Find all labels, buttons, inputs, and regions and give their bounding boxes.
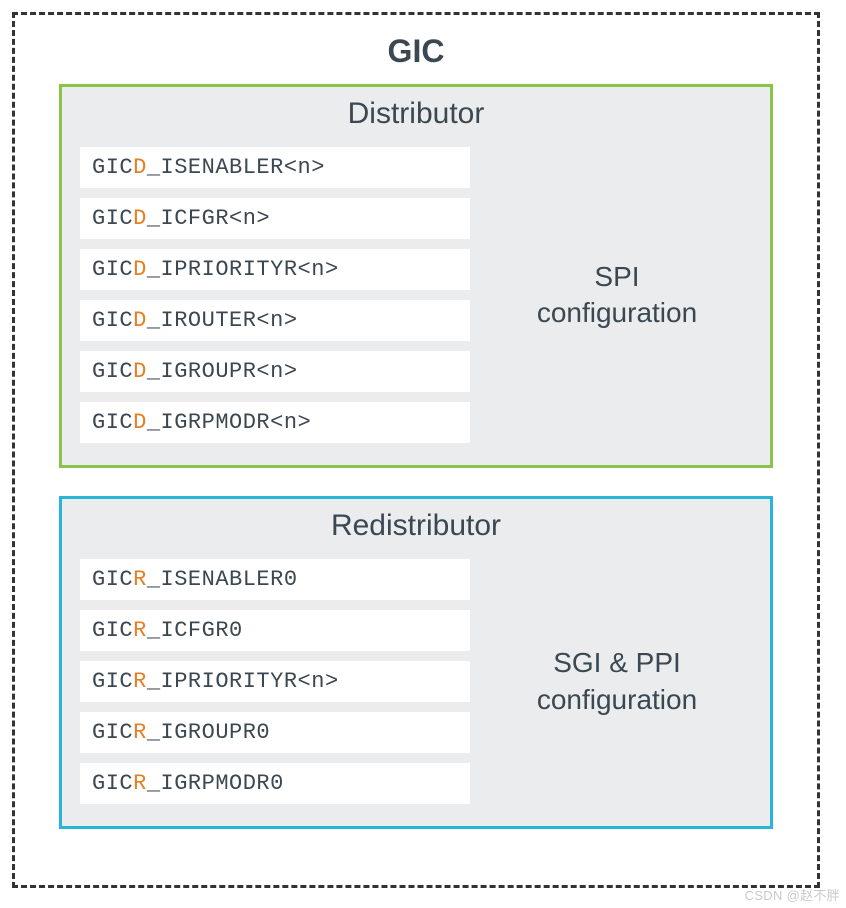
register-prefix: GIC: [92, 410, 133, 435]
register-suffix: _ISENABLER<n>: [147, 155, 325, 180]
register-prefix: GIC: [92, 669, 133, 694]
config-label: SPIconfiguration: [537, 259, 697, 332]
register-prefix: GIC: [92, 155, 133, 180]
config-label: SGI & PPIconfiguration: [537, 645, 697, 718]
register-accent: D: [133, 308, 147, 333]
register-accent: R: [133, 669, 147, 694]
register-suffix: _IGRPMODR<n>: [147, 410, 311, 435]
config-label-line: SPI: [537, 259, 697, 295]
register-row: GICD_IROUTER<n>: [80, 300, 470, 341]
register-row: GICD_IPRIORITYR<n>: [80, 249, 470, 290]
panel-body: GICD_ISENABLER<n>GICD_ICFGR<n>GICD_IPRIO…: [80, 147, 752, 443]
register-suffix: _IGRPMODR0: [147, 771, 284, 796]
register-prefix: GIC: [92, 359, 133, 384]
panel-redistributor: RedistributorGICR_ISENABLER0GICR_ICFGR0G…: [59, 496, 773, 829]
register-accent: D: [133, 359, 147, 384]
register-prefix: GIC: [92, 720, 133, 745]
config-label-line: configuration: [537, 295, 697, 331]
register-suffix: _IROUTER<n>: [147, 308, 298, 333]
panel-title-distributor: Distributor: [80, 97, 752, 131]
register-accent: D: [133, 155, 147, 180]
register-row: GICD_IGRPMODR<n>: [80, 402, 470, 443]
register-accent: D: [133, 257, 147, 282]
register-row: GICD_ISENABLER<n>: [80, 147, 470, 188]
register-row: GICD_IGROUPR<n>: [80, 351, 470, 392]
register-accent: R: [133, 567, 147, 592]
register-prefix: GIC: [92, 257, 133, 282]
register-list: GICD_ISENABLER<n>GICD_ICFGR<n>GICD_IPRIO…: [80, 147, 470, 443]
panel-distributor: DistributorGICD_ISENABLER<n>GICD_ICFGR<n…: [59, 84, 773, 468]
register-prefix: GIC: [92, 618, 133, 643]
panel-body: GICR_ISENABLER0GICR_ICFGR0GICR_IPRIORITY…: [80, 559, 752, 804]
register-prefix: GIC: [92, 308, 133, 333]
register-row: GICR_ISENABLER0: [80, 559, 470, 600]
register-prefix: GIC: [92, 567, 133, 592]
register-suffix: _IGROUPR0: [147, 720, 270, 745]
watermark: CSDN @赵不胖: [745, 885, 840, 904]
register-row: GICR_IGRPMODR0: [80, 763, 470, 804]
register-suffix: _ICFGR0: [147, 618, 243, 643]
register-row: GICR_IGROUPR0: [80, 712, 470, 753]
register-prefix: GIC: [92, 771, 133, 796]
register-prefix: GIC: [92, 206, 133, 231]
register-accent: D: [133, 410, 147, 435]
register-row: GICR_ICFGR0: [80, 610, 470, 651]
panels-container: DistributorGICD_ISENABLER<n>GICD_ICFGR<n…: [59, 84, 773, 829]
outer-title: GIC: [59, 33, 773, 70]
config-label-col: SPIconfiguration: [470, 147, 752, 443]
register-suffix: _IPRIORITYR<n>: [147, 669, 339, 694]
config-label-line: configuration: [537, 682, 697, 718]
config-label-col: SGI & PPIconfiguration: [470, 559, 752, 804]
register-suffix: _ISENABLER0: [147, 567, 298, 592]
register-accent: R: [133, 720, 147, 745]
register-accent: D: [133, 206, 147, 231]
register-accent: R: [133, 618, 147, 643]
config-label-line: SGI & PPI: [537, 645, 697, 681]
register-row: GICR_IPRIORITYR<n>: [80, 661, 470, 702]
panel-title-redistributor: Redistributor: [80, 509, 752, 543]
register-accent: R: [133, 771, 147, 796]
register-suffix: _IPRIORITYR<n>: [147, 257, 339, 282]
register-list: GICR_ISENABLER0GICR_ICFGR0GICR_IPRIORITY…: [80, 559, 470, 804]
register-suffix: _ICFGR<n>: [147, 206, 270, 231]
gic-outer-box: GIC DistributorGICD_ISENABLER<n>GICD_ICF…: [12, 12, 820, 888]
register-suffix: _IGROUPR<n>: [147, 359, 298, 384]
register-row: GICD_ICFGR<n>: [80, 198, 470, 239]
